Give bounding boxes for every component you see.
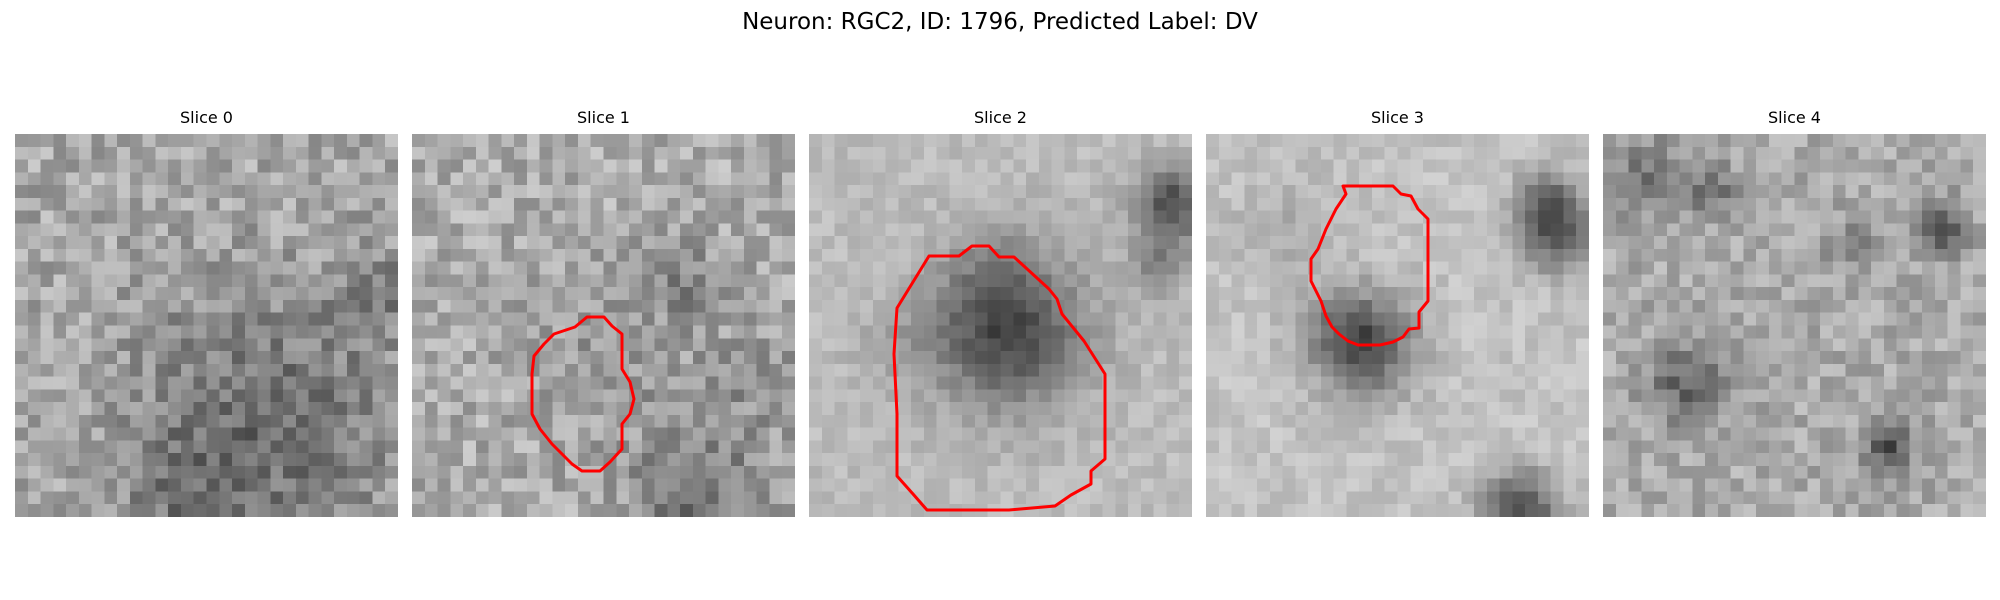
slice-grayscale-0 xyxy=(15,134,398,517)
roi-contour-3 xyxy=(1309,184,1430,347)
slice-image-3 xyxy=(1206,134,1589,517)
slice-image-0 xyxy=(15,134,398,517)
slice-image-4 xyxy=(1603,134,1986,517)
slice-image-1 xyxy=(412,134,795,517)
slice-grayscale-1 xyxy=(412,134,795,517)
roi-contour-overlay-2 xyxy=(892,244,1107,512)
slice-grayscale-3 xyxy=(1206,134,1589,517)
slice-image-2 xyxy=(809,134,1192,517)
slice-title-0: Slice 0 xyxy=(180,108,233,127)
roi-contour-1 xyxy=(530,315,636,473)
slice-title-3: Slice 3 xyxy=(1371,108,1424,127)
roi-contour-overlay-1 xyxy=(530,315,636,473)
slice-grayscale-4 xyxy=(1603,134,1986,517)
roi-contour-2 xyxy=(892,244,1107,512)
figure-title: Neuron: RGC2, ID: 1796, Predicted Label:… xyxy=(742,9,1258,35)
slice-title-1: Slice 1 xyxy=(577,108,630,127)
slice-title-4: Slice 4 xyxy=(1768,108,1821,127)
slice-title-2: Slice 2 xyxy=(974,108,1027,127)
slice-grayscale-2 xyxy=(809,134,1192,517)
roi-contour-overlay-3 xyxy=(1309,184,1430,347)
